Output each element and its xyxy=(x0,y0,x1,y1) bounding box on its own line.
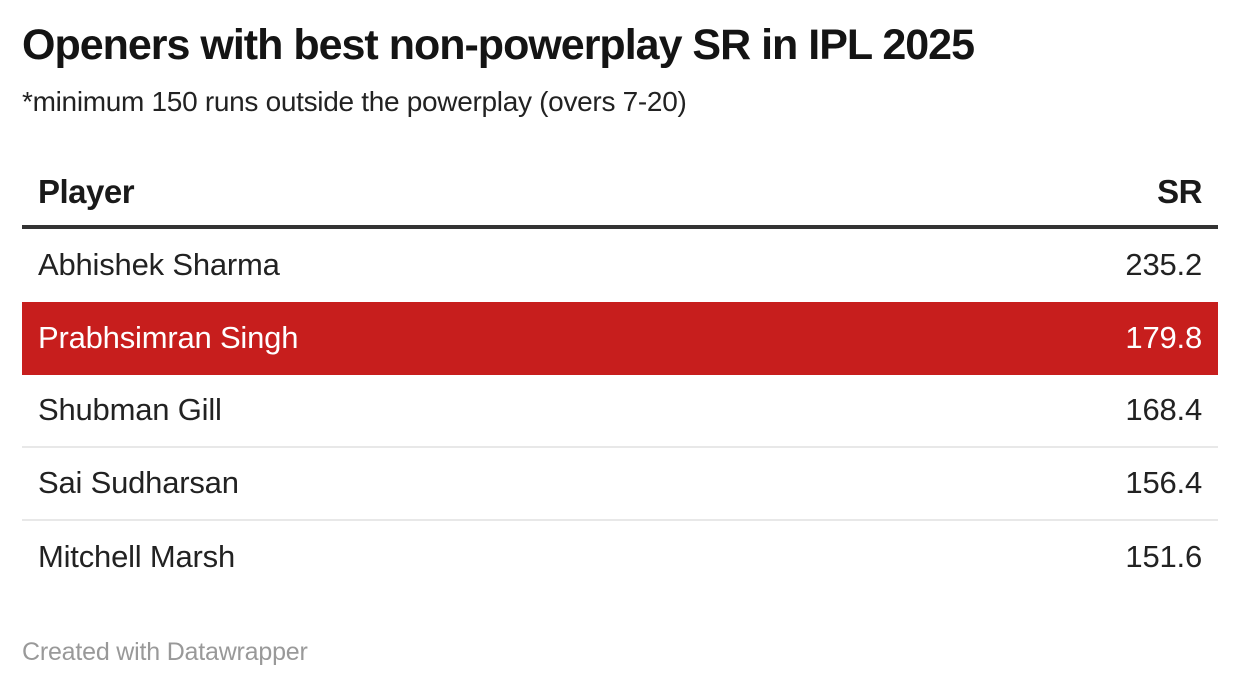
sr-value: 156.4 xyxy=(1125,465,1202,501)
table-row: Mitchell Marsh 151.6 xyxy=(22,521,1218,594)
datawrapper-credit: Created with Datawrapper xyxy=(22,637,308,666)
page-title: Openers with best non-powerplay SR in IP… xyxy=(22,21,975,69)
table-row: Abhishek Sharma 235.2 xyxy=(22,229,1218,302)
sr-value: 235.2 xyxy=(1125,247,1202,283)
column-header-sr: SR xyxy=(1157,172,1202,210)
sr-value: 168.4 xyxy=(1125,392,1202,428)
table-header-row: Player SR xyxy=(22,159,1218,229)
table-row-highlighted: Prabhsimran Singh 179.8 xyxy=(22,301,1218,375)
player-name: Mitchell Marsh xyxy=(38,539,236,575)
table-row: Sai Sudharsan 156.4 xyxy=(22,448,1218,521)
data-table: Player SR Abhishek Sharma 235.2 Prabhsim… xyxy=(22,159,1218,594)
column-header-player: Player xyxy=(38,172,135,210)
player-name: Shubman Gill xyxy=(38,392,222,428)
player-name: Abhishek Sharma xyxy=(38,247,280,283)
player-name: Prabhsimran Singh xyxy=(38,320,299,356)
chart-subtitle: *minimum 150 runs outside the powerplay … xyxy=(22,86,687,118)
player-name: Sai Sudharsan xyxy=(38,465,239,501)
table-row: Shubman Gill 168.4 xyxy=(22,375,1218,448)
sr-value: 151.6 xyxy=(1125,539,1202,575)
sr-value: 179.8 xyxy=(1125,320,1202,356)
